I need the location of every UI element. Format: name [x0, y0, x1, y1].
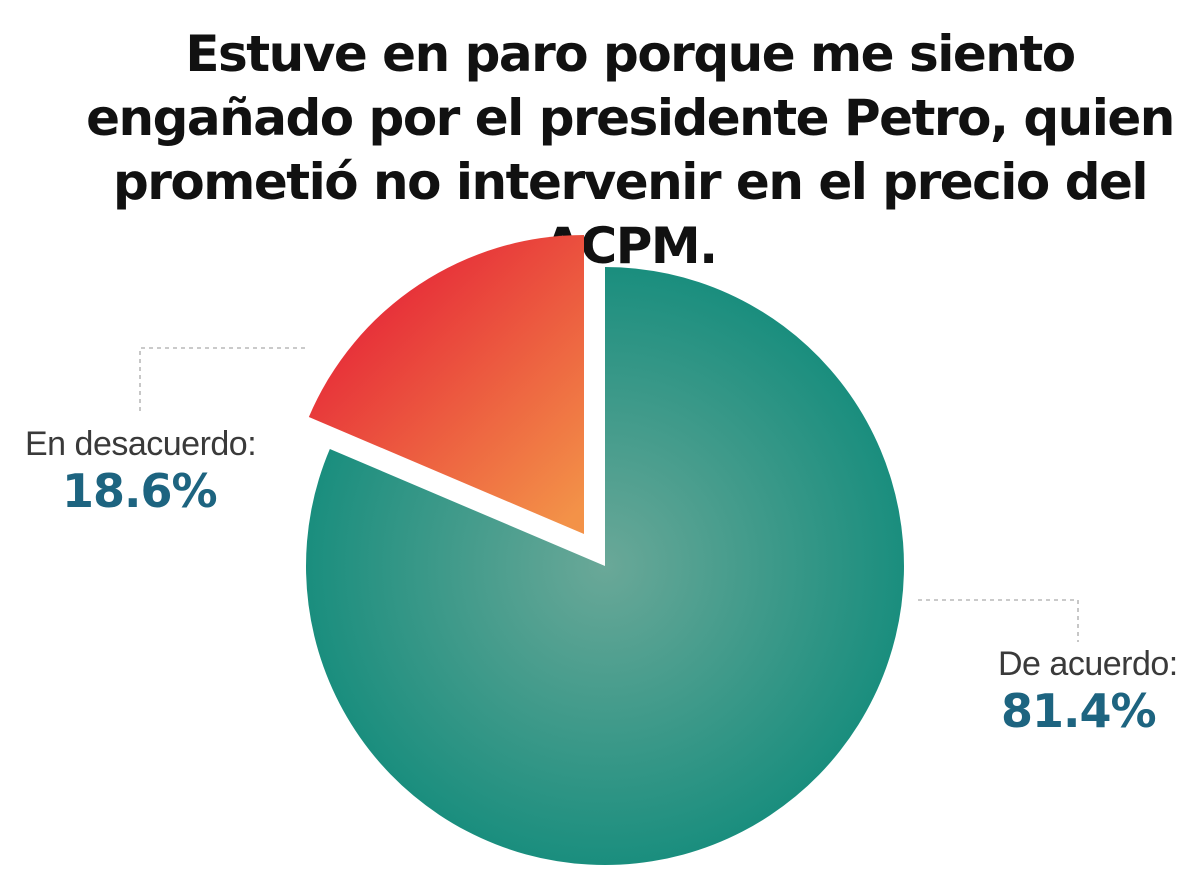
slice-label-desacuerdo: En desacuerdo: 18.6% [25, 424, 275, 518]
pie-slice-en-desacuerdo [308, 235, 584, 534]
slice-value-acuerdo: 81.4% [1001, 684, 1157, 738]
leader-line-acuerdo [918, 599, 1079, 642]
slice-value-desacuerdo: 18.6% [62, 464, 218, 518]
leader-line-desacuerdo [139, 347, 305, 414]
pie-slice-de-acuerdo [305, 267, 904, 865]
chart-title: Estuve en paro porque me siento engañado… [86, 25, 1175, 275]
slice-label-acuerdo: De acuerdo: 81.4% [998, 644, 1198, 738]
slice-name-desacuerdo: En desacuerdo: [25, 425, 257, 463]
slice-name-acuerdo: De acuerdo: [998, 645, 1178, 683]
leader-lines [139, 347, 1079, 642]
